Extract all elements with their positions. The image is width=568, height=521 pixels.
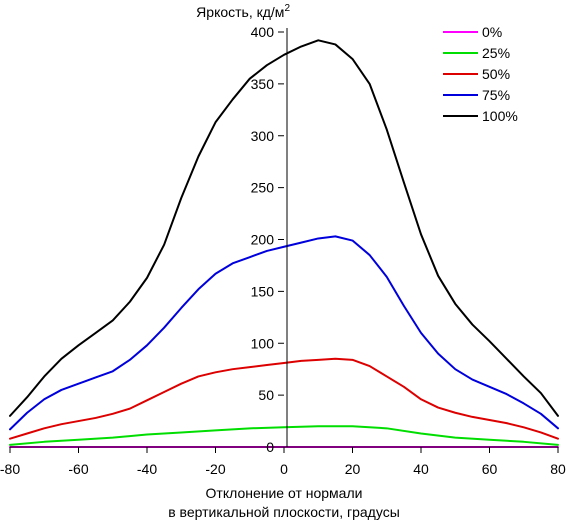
legend-label: 75% xyxy=(482,87,510,103)
series-line-2 xyxy=(9,357,559,440)
x-axis-label-line2: в вертикальной плоскости, градусы xyxy=(168,504,400,520)
series-line-3 xyxy=(9,235,559,431)
y-axis-label-superscript: 2 xyxy=(284,3,290,14)
legend-label: 0% xyxy=(482,24,502,40)
y-axis-label: Яркость, кд/м2 xyxy=(196,3,290,20)
x-tick-label: -40 xyxy=(137,461,157,477)
y-tick-label: 0 xyxy=(266,439,274,455)
x-tick-label: -80 xyxy=(0,461,20,477)
y-ticks: 0 50 100 150 200 250 300 350 400 xyxy=(251,24,284,455)
x-tick-label: 20 xyxy=(345,461,361,477)
y-tick-label: 150 xyxy=(251,283,275,299)
series-line-4 xyxy=(9,39,559,417)
series-line-1 xyxy=(9,425,559,446)
x-ticks: -80 -60 -40 -20 0 20 40 60 80 xyxy=(0,447,566,477)
x-tick-label: 40 xyxy=(413,461,429,477)
y-tick-label: 300 xyxy=(251,128,275,144)
x-axis-label-line1: Отклонение от нормали xyxy=(206,485,363,501)
x-tick-label: 60 xyxy=(482,461,498,477)
x-tick-label: 80 xyxy=(550,461,566,477)
y-tick-label: 50 xyxy=(258,387,274,403)
legend-label: 25% xyxy=(482,45,510,61)
y-tick-label: 200 xyxy=(251,232,275,248)
x-tick-label: -20 xyxy=(205,461,225,477)
legend-label: 50% xyxy=(482,66,510,82)
series-lines xyxy=(9,39,559,448)
x-tick-label: -60 xyxy=(68,461,88,477)
x-tick-label: 0 xyxy=(280,461,288,477)
legend-label: 100% xyxy=(482,108,518,124)
y-tick-label: 250 xyxy=(251,180,275,196)
y-tick-label: 100 xyxy=(251,335,275,351)
y-tick-label: 350 xyxy=(251,76,275,92)
y-tick-label: 400 xyxy=(251,24,275,40)
legend: 0% 25% 50% 75% 100% xyxy=(443,24,518,124)
